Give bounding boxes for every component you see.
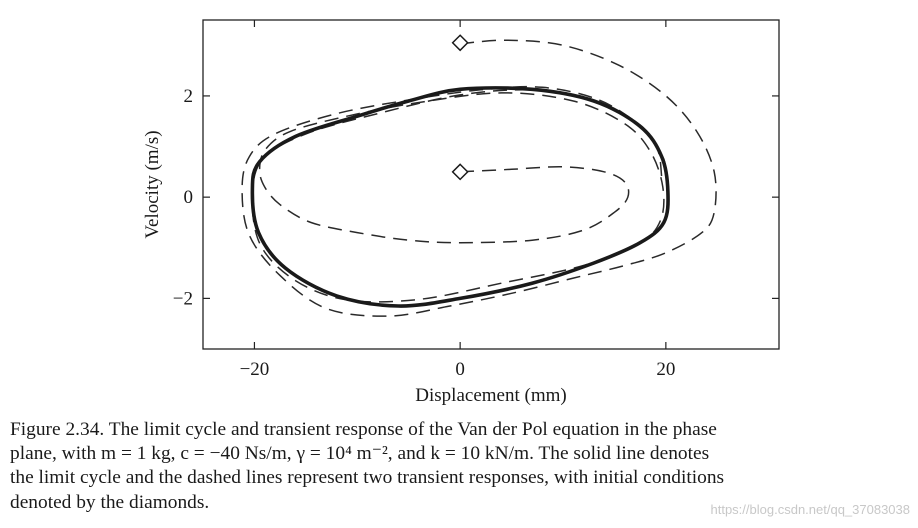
y-tick-label: 0 [184, 187, 194, 208]
initial-condition-markers [451, 34, 469, 181]
y-tick-label: −2 [173, 288, 193, 309]
x-tick-label: −20 [240, 359, 270, 380]
watermark: https://blog.csdn.net/qq_37083038 [710, 502, 911, 517]
y-tick-label: 2 [184, 86, 194, 107]
initial-condition-diamond [451, 34, 469, 52]
transient-response-line [241, 39, 717, 317]
tick-labels: −20 0 20−202 [173, 86, 676, 380]
figure-caption: Figure 2.34. The limit cycle and transie… [10, 418, 910, 515]
plot-frame [202, 19, 780, 350]
x-axis-label: Displacement (mm) [415, 385, 566, 406]
y-axis-label: Velocity (m/s) [142, 130, 163, 238]
x-tick-label: 20 [656, 359, 675, 380]
caption-line: plane, with m = 1 kg, c = −40 Ns/m, γ = … [10, 443, 710, 465]
x-tick-label: 0 [455, 359, 465, 380]
transient-response-line [251, 88, 665, 303]
caption-line: the limit cycle and the dashed lines rep… [10, 467, 725, 489]
axis-ticks [203, 20, 779, 349]
initial-condition-diamond [451, 163, 469, 181]
limit-cycle-line [250, 86, 670, 308]
phase-plane-chart: −20 0 20−202 Displacement (mm) Velocity (m… [142, 19, 780, 406]
caption-line: Figure 2.34. The limit cycle and transie… [10, 419, 717, 440]
curves [241, 39, 717, 317]
caption-line: denoted by the diamonds. [10, 491, 210, 513]
